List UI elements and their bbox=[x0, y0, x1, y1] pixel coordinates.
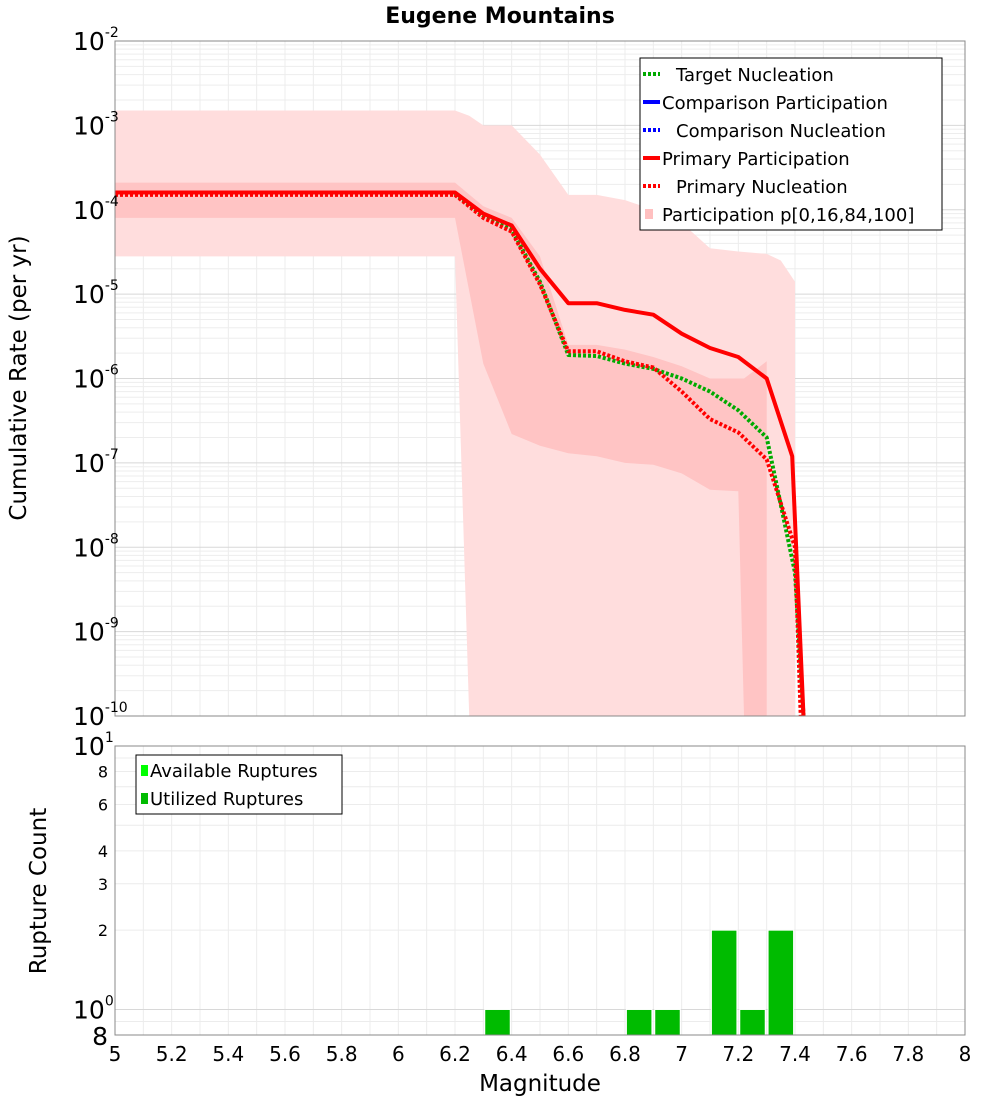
x-tick-label: 7.2 bbox=[722, 1042, 754, 1066]
legend-swatch bbox=[141, 793, 148, 804]
y-tick-label: 10-10 bbox=[73, 700, 128, 731]
legend-label: Utilized Ruptures bbox=[150, 789, 303, 810]
y-tick-label: 10-7 bbox=[73, 447, 119, 478]
y-axis-label-rate: Cumulative Rate (per yr) bbox=[6, 235, 32, 520]
x-tick-label: 6.2 bbox=[439, 1042, 471, 1066]
x-tick-label: 5.8 bbox=[326, 1042, 358, 1066]
legend-label: Participation p[0,16,84,100] bbox=[662, 205, 914, 226]
y-tick-label: 10-6 bbox=[73, 363, 119, 394]
x-tick-label: 7 bbox=[675, 1042, 688, 1066]
legend-label: Available Ruptures bbox=[150, 761, 318, 782]
y-minor-tick-label: 3 bbox=[98, 875, 108, 894]
y-major-tick-label: 101 bbox=[73, 730, 114, 761]
x-tick-label: 6.6 bbox=[552, 1042, 584, 1066]
bar bbox=[484, 1008, 511, 1036]
x-tick-label: 7.6 bbox=[836, 1042, 868, 1066]
y-tick-label: 10-3 bbox=[73, 109, 119, 140]
y-minor-tick-label: 4 bbox=[98, 842, 108, 861]
x-tick-label: 7.4 bbox=[779, 1042, 811, 1066]
y-tick-label: 10-8 bbox=[73, 531, 119, 562]
y-minor-tick-label: 8 bbox=[92, 1022, 108, 1051]
bar bbox=[654, 1008, 681, 1036]
legend-box bbox=[639, 57, 943, 231]
x-axis-label: Magnitude bbox=[479, 1071, 601, 1097]
y-tick-label: 10-4 bbox=[73, 194, 119, 225]
series-primary-nucleation bbox=[115, 192, 803, 717]
y-minor-tick-label: 6 bbox=[98, 795, 108, 814]
series-primary-participation bbox=[115, 190, 806, 717]
x-tick-label: 5 bbox=[109, 1042, 122, 1066]
y-major-tick-label: 100 bbox=[73, 993, 114, 1024]
legend-label: Comparison Nucleation bbox=[676, 121, 886, 142]
plot-frame bbox=[114, 40, 966, 717]
y-tick-label: 10-5 bbox=[73, 278, 119, 309]
x-tick-label: 5.2 bbox=[156, 1042, 188, 1066]
bar bbox=[739, 1008, 766, 1036]
x-tick-label: 7.8 bbox=[892, 1042, 924, 1066]
x-tick-label: 5.6 bbox=[269, 1042, 301, 1066]
legend-swatch bbox=[141, 765, 148, 776]
x-tick-label: 8 bbox=[959, 1042, 972, 1066]
y-minor-tick-label: 2 bbox=[98, 921, 108, 940]
legend-label: Target Nucleation bbox=[675, 65, 834, 86]
legend-label: Primary Participation bbox=[662, 149, 850, 170]
chart-title: Eugene Mountains bbox=[385, 4, 615, 29]
legend-swatch bbox=[645, 209, 653, 219]
legend: Available Ruptures Utilized Ruptures bbox=[135, 754, 343, 815]
x-tick-label: 6 bbox=[392, 1042, 405, 1066]
x-tick-label: 6.4 bbox=[496, 1042, 528, 1066]
y-tick-label: 10-9 bbox=[73, 616, 119, 647]
x-tick-label: 6.8 bbox=[609, 1042, 641, 1066]
legend-box bbox=[135, 754, 343, 815]
band-p16-p84 bbox=[115, 182, 767, 717]
plot-frame bbox=[114, 745, 966, 1036]
legend: Target Nucleation Comparison Participatio… bbox=[639, 57, 943, 231]
bar bbox=[625, 1008, 653, 1036]
bar bbox=[710, 929, 738, 1036]
y-tick-label: 10-2 bbox=[73, 25, 119, 56]
band-p0-p100 bbox=[115, 110, 795, 716]
rate-plot: 10-2 10-3 10-4 10-5 10-6 10-7 10-8 10-9 10-10 Tar… bbox=[73, 25, 966, 731]
y-minor-tick-label: 8 bbox=[98, 763, 108, 782]
y-axis-label-count: Rupture Count bbox=[26, 808, 52, 974]
bar bbox=[767, 929, 795, 1036]
legend-label: Comparison Participation bbox=[662, 93, 888, 114]
legend-label: Primary Nucleation bbox=[676, 177, 848, 198]
x-tick-label: 5.4 bbox=[212, 1042, 244, 1066]
